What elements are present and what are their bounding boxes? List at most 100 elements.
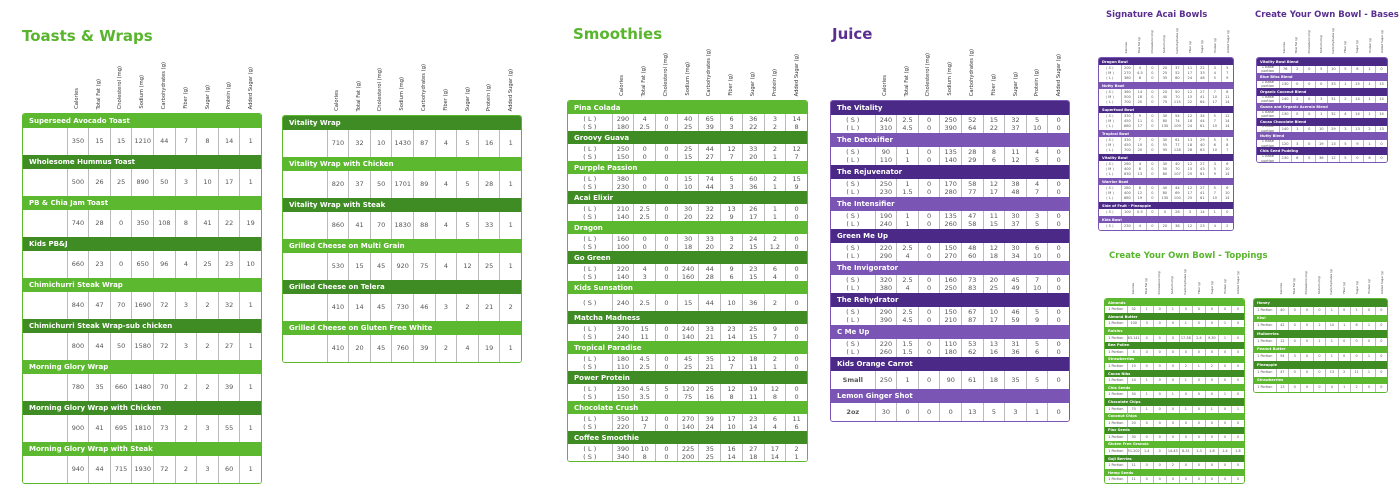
value-cell: 12 18	[982, 243, 1005, 261]
value-cell: 210 140	[611, 204, 634, 221]
value: 41	[203, 219, 212, 227]
nutrition-row: ( L )( S ) 230 150 4.5 3.5 5 0 120 75 25 16 12 8 19 11…	[568, 384, 807, 401]
value: 77	[968, 188, 977, 196]
value: 16	[989, 348, 999, 356]
value-cell: 1	[1362, 368, 1374, 377]
item-name: Goji Berries	[1108, 456, 1132, 461]
value: 12	[1187, 90, 1193, 94]
value: 13	[727, 204, 736, 213]
size-cell: ( S )( L )	[831, 147, 875, 165]
size-cell	[283, 335, 327, 362]
value: 12	[1187, 224, 1193, 228]
size-cell: 1 Portion	[1105, 306, 1127, 313]
size-label: ( M )	[1105, 191, 1114, 195]
value: 18	[749, 452, 758, 461]
value: 3	[183, 178, 188, 186]
item-name: Tropical Bowl	[1102, 131, 1129, 136]
value: 5	[729, 174, 734, 183]
size-cell: ( S )( M )( L )	[1099, 185, 1121, 202]
size-cell: 1 Base portion	[1257, 139, 1279, 148]
value: 0	[664, 182, 669, 191]
value-cell: 240 140	[676, 324, 699, 341]
value: 15	[116, 137, 126, 145]
value: 210	[944, 316, 957, 324]
value: 270	[1123, 71, 1131, 75]
value: 4	[905, 252, 910, 260]
column-header-label: Protein (g)	[486, 83, 493, 111]
value: 330	[1123, 114, 1131, 118]
value: 23	[749, 414, 758, 423]
value-cell: 0	[1217, 433, 1231, 441]
nutrition-row: ( L )( S ) 180 110 4.5 2.5 0 0 45 25 35 21 12 7 18 11 2…	[568, 354, 807, 371]
value: 0	[1236, 335, 1240, 340]
value: 23	[224, 260, 234, 268]
value-cell: 320 380	[874, 275, 897, 293]
value-cell: 2.5 4.5	[896, 307, 918, 325]
nutrition-row: 1 Base portion 130 0 0 1 32 4 14 1 14	[1257, 110, 1387, 118]
value: 61	[1200, 124, 1205, 128]
column-header: Sugar (g)	[1350, 280, 1363, 294]
value: 39	[224, 383, 234, 391]
value-cell: 5 7 10	[1208, 185, 1220, 202]
value: 0	[1158, 321, 1161, 326]
value-cell: 34 44 61	[1195, 113, 1208, 130]
value: 0	[1308, 141, 1311, 146]
nutrition-row: ( S )( L ) 190 240 1 1 0 0 135 260 47 58 11 15 30 37 3 5…	[831, 211, 1069, 229]
value: 1	[508, 180, 513, 188]
value: 140	[1281, 96, 1289, 101]
size-cell	[283, 294, 327, 321]
value-cell: 4	[1133, 223, 1145, 230]
item-name: Almonds	[1108, 300, 1126, 305]
item-name-row: Nutty Bowl	[1099, 82, 1233, 89]
value: 6	[1226, 186, 1229, 190]
value-cell: 890	[131, 169, 153, 196]
value: 0	[664, 234, 669, 243]
value: 0	[1171, 420, 1174, 425]
value-cell: 17 10	[720, 414, 742, 431]
value: 350	[616, 414, 630, 423]
value: 0	[1197, 392, 1200, 397]
value: 20	[705, 242, 714, 251]
value-cell: 1	[1290, 125, 1303, 133]
value: 0	[1226, 210, 1229, 214]
value: 680	[1123, 196, 1131, 200]
size-label: ( S )	[583, 422, 597, 431]
item-name-row: Grilled Cheese on Multi Grain	[283, 239, 521, 253]
value-cell: 12 14 14	[1220, 113, 1233, 130]
value-cell: 0	[1217, 306, 1231, 314]
value-cell: 860	[326, 212, 349, 239]
value: 1	[772, 362, 777, 371]
value: 4.5	[639, 384, 650, 393]
value: 64	[1200, 100, 1205, 104]
value-cell: 44	[698, 294, 720, 311]
value: 4.5	[639, 354, 650, 363]
size-label: ( L )	[846, 124, 860, 132]
value: 20	[1137, 100, 1143, 104]
value: 390	[616, 444, 630, 453]
size-label: 2oz	[846, 407, 860, 416]
value: 390	[879, 316, 893, 324]
column-header: Calories	[1120, 21, 1133, 53]
value: 15	[1379, 82, 1384, 87]
value: 37	[1175, 66, 1180, 70]
value-cell: 0	[1217, 348, 1231, 356]
value: 50	[116, 342, 126, 350]
value-cell: 40 25	[676, 114, 699, 131]
value: 28	[95, 219, 104, 227]
value-cell: 900	[66, 415, 89, 442]
item-name: Nutty Bowl	[1102, 83, 1125, 88]
size-cell: ( L )( S )	[568, 264, 612, 281]
value-cell: 0	[1337, 306, 1350, 315]
value-cell: 6	[1290, 155, 1303, 163]
size-cell: ( L )( S )	[568, 144, 612, 161]
value: 230	[1123, 224, 1131, 228]
value-cell: 29 40 63	[1195, 137, 1208, 154]
value: 0	[1184, 434, 1187, 439]
value: 240	[879, 220, 893, 228]
value: 130	[1281, 82, 1289, 87]
